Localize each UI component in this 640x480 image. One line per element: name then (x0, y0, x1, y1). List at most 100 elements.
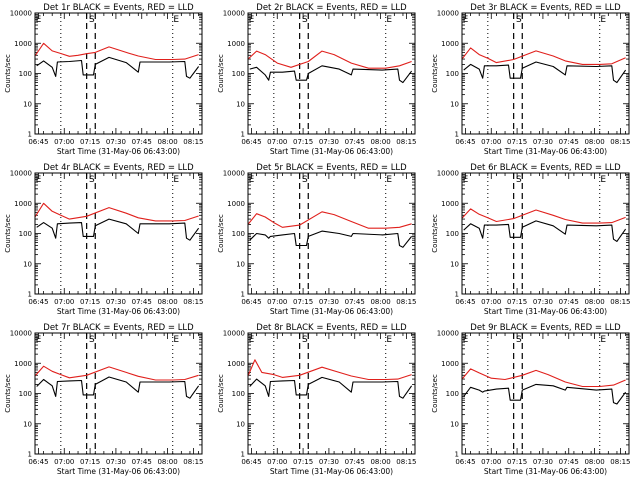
x-axis-label: Start Time (31-May-06 06:43:00) (57, 147, 180, 156)
time-marker-s: S (302, 175, 308, 185)
plot-frame (247, 172, 416, 295)
x-tick-label: 07:45 (132, 458, 152, 466)
x-tick-label: 07:15 (293, 298, 313, 306)
x-tick-label: 07:00 (481, 298, 501, 306)
time-marker-e: E (386, 175, 392, 185)
y-tick-label: 10000 (437, 330, 459, 338)
panel-title: Det 4r BLACK = Events, RED = LLD (43, 163, 194, 173)
x-tick-label: 07:15 (507, 458, 527, 466)
events-rate-line (36, 376, 200, 399)
x-tick-label: 07:00 (481, 458, 501, 466)
events-rate-line (249, 65, 413, 84)
time-marker-s: S (89, 175, 95, 185)
x-tick-label: 07:30 (533, 458, 553, 466)
y-tick-label: 10 (23, 100, 32, 108)
x-tick-label: 07:15 (507, 298, 527, 306)
panel-title: Det 3r BLACK = Events, RED = LLD (470, 3, 621, 13)
x-tick-label: 08:00 (370, 458, 390, 466)
x-tick-label: 07:15 (293, 458, 313, 466)
y-axis-label: Counts/sec (4, 54, 12, 93)
y-tick-label: 1000 (441, 360, 459, 368)
x-tick-label: 06:45 (28, 138, 48, 146)
x-axis-label: Start Time (31-May-06 06:43:00) (270, 147, 393, 156)
x-tick-label: 07:30 (319, 298, 339, 306)
x-tick-label: 07:30 (319, 138, 339, 146)
x-tick-label: 07:30 (533, 138, 553, 146)
time-marker-e: E (600, 335, 606, 345)
y-tick-label: 1 (455, 291, 459, 299)
y-tick-label: 1 (455, 131, 459, 139)
x-tick-label: 07:00 (267, 458, 287, 466)
x-tick-label: 07:15 (507, 138, 527, 146)
time-marker-e: E (36, 175, 42, 185)
plot-frame (34, 332, 203, 455)
x-tick-label: 08:15 (610, 458, 630, 466)
x-tick-label: 07:45 (345, 138, 365, 146)
time-marker-e: E (600, 175, 606, 185)
y-tick-label: 1000 (227, 360, 245, 368)
x-tick-label: 07:45 (559, 138, 579, 146)
y-tick-label: 100 (19, 390, 32, 398)
x-tick-label: 06:45 (241, 458, 261, 466)
x-tick-label: 07:15 (80, 138, 100, 146)
time-marker-e: E (600, 15, 606, 25)
x-tick-label: 08:15 (396, 138, 416, 146)
panel-title: Det 7r BLACK = Events, RED = LLD (43, 323, 194, 333)
x-tick-label: 08:00 (370, 298, 390, 306)
x-tick-label: 08:00 (584, 138, 604, 146)
x-axis-label: Start Time (31-May-06 06:43:00) (270, 307, 393, 316)
y-tick-label: 1 (241, 131, 245, 139)
y-tick-label: 1000 (14, 360, 32, 368)
time-marker-e: E (249, 335, 255, 345)
x-tick-label: 06:45 (455, 458, 475, 466)
lld-rate-line (461, 47, 626, 65)
x-tick-label: 07:00 (54, 298, 74, 306)
y-tick-label: 100 (446, 390, 459, 398)
events-rate-line (36, 56, 200, 79)
events-rate-line (463, 383, 627, 405)
x-tick-label: 07:00 (267, 138, 287, 146)
y-tick-label: 10 (450, 420, 459, 428)
x-tick-label: 07:30 (106, 458, 126, 466)
lld-rate-line (247, 211, 412, 229)
y-tick-label: 1000 (14, 200, 32, 208)
x-tick-label: 07:00 (54, 138, 74, 146)
x-axis-label: Start Time (31-May-06 06:43:00) (270, 467, 393, 476)
lld-rate-line (461, 368, 626, 388)
events-rate-line (463, 61, 627, 84)
x-axis-label: Start Time (31-May-06 06:43:00) (484, 307, 607, 316)
plot-frame (461, 12, 630, 135)
x-tick-label: 08:00 (584, 458, 604, 466)
y-tick-label: 1000 (227, 40, 245, 48)
x-tick-label: 06:45 (455, 298, 475, 306)
y-axis-label: Counts/sec (4, 374, 12, 413)
x-tick-label: 07:30 (106, 138, 126, 146)
y-tick-label: 1000 (441, 200, 459, 208)
x-axis-label: Start Time (31-May-06 06:43:00) (57, 467, 180, 476)
x-tick-label: 08:00 (584, 298, 604, 306)
y-tick-label: 100 (19, 230, 32, 238)
time-marker-s: S (516, 15, 522, 25)
events-rate-line (249, 376, 413, 399)
x-tick-label: 08:00 (157, 298, 177, 306)
y-tick-label: 1000 (227, 200, 245, 208)
y-tick-label: 100 (19, 70, 32, 78)
panel-title: Det 8r BLACK = Events, RED = LLD (256, 323, 407, 333)
panel-title: Det 6r BLACK = Events, RED = LLD (470, 163, 621, 173)
x-tick-label: 07:30 (106, 298, 126, 306)
y-tick-label: 1 (455, 451, 459, 459)
lld-rate-line (247, 50, 412, 69)
lld-rate-line (34, 202, 199, 222)
x-axis-label: Start Time (31-May-06 06:43:00) (484, 467, 607, 476)
x-tick-label: 06:45 (28, 458, 48, 466)
y-tick-label: 100 (232, 70, 245, 78)
x-tick-label: 08:15 (183, 458, 203, 466)
time-marker-s: S (89, 15, 95, 25)
time-marker-e: E (249, 175, 255, 185)
time-marker-e: E (249, 15, 255, 25)
y-axis-label: Counts/sec (431, 214, 439, 253)
plot-frame (247, 332, 416, 455)
